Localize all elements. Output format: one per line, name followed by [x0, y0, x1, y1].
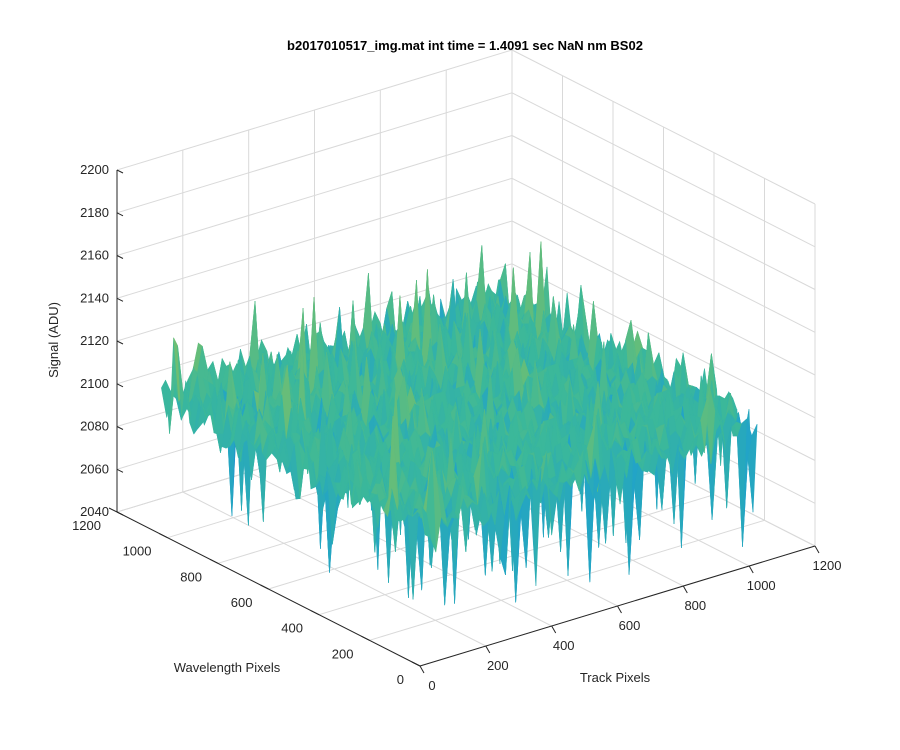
x-tick — [551, 625, 557, 634]
grid-line — [116, 92, 513, 214]
z-tick-label: 2160 — [80, 248, 109, 263]
grid-line — [116, 135, 513, 256]
y-tick — [361, 635, 370, 641]
y-tick-label: 1200 — [72, 518, 101, 533]
grid-line — [511, 220, 816, 376]
x-axis-label: Track Pixels — [580, 670, 651, 685]
y-tick — [411, 661, 421, 667]
grid-line — [511, 92, 816, 248]
grid-line — [116, 177, 513, 299]
z-tick — [116, 511, 124, 516]
surface-facet — [415, 505, 426, 536]
z-axis-label: Signal (ADU) — [46, 302, 61, 378]
x-tick — [682, 585, 688, 594]
y-axis-label: Wavelength Pixels — [174, 660, 281, 675]
y-tick — [159, 533, 168, 539]
z-tick-label: 2120 — [80, 333, 109, 348]
grid-line — [511, 135, 816, 290]
grid-line — [511, 49, 816, 205]
grid-line — [511, 177, 816, 333]
z-tick — [116, 426, 124, 430]
x-tick-label: 800 — [684, 598, 706, 613]
y-tick-label: 1000 — [123, 544, 152, 559]
x-tick — [748, 565, 754, 574]
x-tick-label: 600 — [619, 618, 641, 633]
z-tick — [116, 340, 124, 345]
z-tick — [116, 255, 124, 259]
y-tick — [260, 584, 269, 590]
x-tick-label: 0 — [428, 678, 435, 693]
z-tick-label: 2200 — [80, 162, 109, 177]
y-tick — [209, 558, 219, 564]
surface-mesh — [161, 241, 758, 606]
x-tick-label: 1200 — [813, 558, 842, 573]
z-tick-label: 2180 — [80, 205, 109, 220]
y-tick-label: 800 — [180, 569, 202, 584]
z-tick-label: 2100 — [80, 376, 109, 391]
grid-line — [369, 519, 765, 641]
y-tick-label: 600 — [231, 595, 253, 610]
x-tick — [419, 665, 425, 674]
x-tick-label: 1000 — [747, 578, 776, 593]
x-tick — [617, 605, 622, 614]
grid-line — [511, 263, 816, 419]
x-tick-label: 400 — [553, 638, 575, 653]
z-tick — [116, 169, 124, 174]
y-tick-label: 200 — [332, 646, 354, 661]
z-tick-label: 2080 — [80, 419, 109, 434]
y-tick-label: 0 — [397, 672, 404, 687]
grid-line — [116, 220, 513, 342]
axes: 0 200 400 600 800 1000 1200 0 200 400 600 800 1000 12… — [72, 162, 841, 693]
z-tick — [116, 383, 124, 388]
z-tick — [116, 468, 124, 473]
x-tick — [485, 645, 491, 654]
z-tick — [116, 212, 124, 217]
x-tick — [814, 545, 820, 554]
z-tick-label: 2140 — [80, 290, 109, 305]
y-tick — [108, 507, 118, 513]
grid-line — [116, 49, 513, 171]
chart-title: b2017010517_img.mat int time = 1.4091 se… — [287, 38, 643, 53]
z-tick-label: 2040 — [80, 504, 109, 519]
z-tick — [116, 297, 124, 302]
y-tick-label: 400 — [281, 621, 303, 636]
y-tick — [310, 610, 320, 616]
z-tick-label: 2060 — [80, 461, 109, 476]
x-tick-label: 200 — [487, 658, 509, 673]
